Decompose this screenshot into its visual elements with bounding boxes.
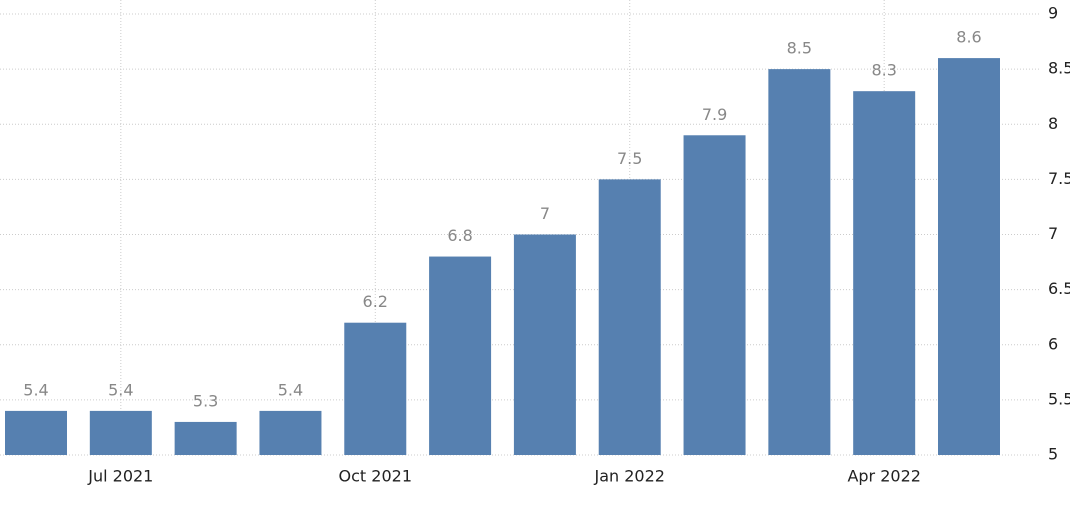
value-label: 6.2 (363, 292, 388, 311)
y-tick-label: 9 (1048, 4, 1058, 23)
bar (89, 410, 152, 455)
x-tick-label: Oct 2021 (339, 467, 412, 486)
x-tick-label: Apr 2022 (847, 467, 920, 486)
value-label: 7.9 (702, 105, 727, 124)
bar (174, 421, 237, 455)
y-tick-label: 5.5 (1048, 389, 1070, 408)
bar (513, 234, 576, 455)
x-tick-label: Jan 2022 (593, 467, 664, 486)
y-tick-label: 7.5 (1048, 169, 1070, 188)
value-label: 5.4 (108, 380, 133, 399)
y-tick-label: 5 (1048, 445, 1058, 464)
value-label: 5.4 (23, 380, 48, 399)
bar (938, 58, 1000, 455)
y-tick-label: 7 (1048, 224, 1058, 243)
bar (598, 179, 661, 455)
value-label: 6.8 (447, 226, 472, 245)
value-label: 8.5 (787, 39, 812, 58)
bar (429, 256, 492, 455)
value-label: 5.3 (193, 391, 218, 410)
y-tick-label: 8 (1048, 114, 1058, 133)
bar (259, 410, 322, 455)
value-label: 8.6 (956, 28, 981, 47)
bar (853, 91, 916, 456)
bar (683, 135, 746, 455)
y-tick-label: 6.5 (1048, 279, 1070, 298)
bar (768, 69, 831, 455)
value-label: 7.5 (617, 149, 642, 168)
bar (344, 322, 407, 455)
value-label: 5.4 (278, 380, 303, 399)
y-tick-label: 6 (1048, 334, 1058, 353)
value-label: 8.3 (871, 61, 896, 80)
x-tick-label: Jul 2021 (87, 467, 153, 486)
bar (5, 410, 67, 455)
y-tick-label: 8.5 (1048, 59, 1070, 78)
value-label: 7 (540, 204, 550, 223)
